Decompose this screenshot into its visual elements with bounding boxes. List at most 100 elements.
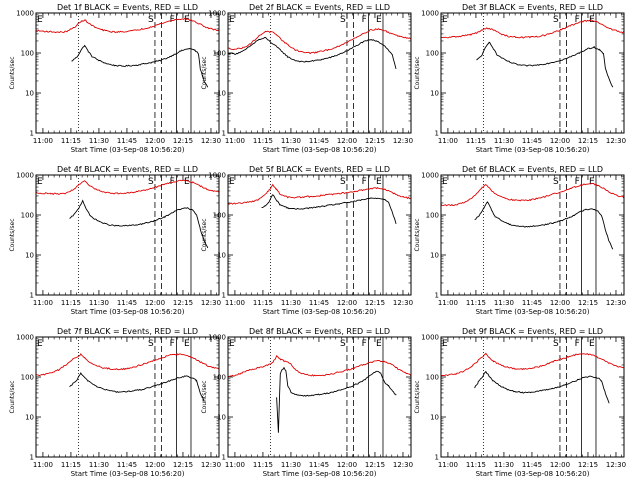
x-axis-label: Start Time (03-Sep-08 10:56:20) [71,308,185,316]
x-axis-label: Start Time (03-Sep-08 10:56:20) [71,470,185,478]
x-tick-label: 11:30 [494,461,514,469]
y-tick-label: 1000 [208,334,226,342]
x-tick-label: 12:00 [337,461,357,469]
y-tick-label: 1000 [208,10,226,18]
y-tick-label: 100 [213,50,226,58]
x-tick-label: 12:30 [393,299,413,307]
y-tick-label: 1 [435,292,439,300]
x-tick-label: 11:45 [117,461,137,469]
x-tick-label: 11:45 [117,137,137,145]
y-axis-label: Counts/sec [201,218,208,251]
events-series-line [228,36,397,70]
y-tick-label: 100 [426,212,439,220]
y-tick-label: 1000 [421,10,439,18]
time-marker-label: E [442,15,448,25]
chart-title: Det 8f BLACK = Events, RED = LLD [249,327,390,336]
x-tick-label: 11:30 [281,137,301,145]
time-marker-label: F [362,15,367,25]
time-marker-label: E [589,339,595,349]
x-tick-label: 11:15 [61,299,81,307]
plot-frame [35,336,220,458]
time-marker-label: E [442,177,448,187]
plot-frame [227,174,412,296]
x-tick-label: 11:30 [89,461,109,469]
y-tick-label: 1 [435,454,439,462]
x-tick-label: 12:15 [578,137,598,145]
events-series-line [69,372,205,402]
x-tick-label: 12:15 [365,137,385,145]
time-marker-label: F [575,15,580,25]
x-tick-label: 11:00 [225,299,245,307]
x-tick-label: 12:00 [550,461,570,469]
y-tick-label: 1000 [16,334,34,342]
y-axis-label: Counts/sec [201,56,208,89]
lld-series-line [228,355,411,378]
events-series-line [69,199,209,249]
x-axis-label: Start Time (03-Sep-08 10:56:20) [476,146,590,154]
lld-series-line [36,17,219,34]
x-tick-label: 11:00 [438,137,458,145]
plot-frame [35,12,220,134]
x-tick-label: 11:15 [466,299,486,307]
x-tick-label: 11:15 [253,299,273,307]
x-tick-label: 11:00 [225,137,245,145]
x-axis-label: Start Time (03-Sep-08 10:56:20) [263,308,377,316]
x-tick-label: 12:00 [337,137,357,145]
y-tick-label: 100 [21,212,34,220]
y-tick-label: 10 [217,90,226,98]
chart-panel-3: Det 3f BLACK = Events, RED = LLD Counts/s… [414,3,626,154]
y-tick-label: 10 [217,252,226,260]
plot-frame [440,336,625,458]
time-marker-label: S [340,15,346,25]
time-marker-label: S [148,15,154,25]
y-tick-label: 1 [222,292,226,300]
x-tick-label: 12:15 [173,461,193,469]
x-tick-label: 11:30 [89,137,109,145]
x-tick-label: 11:00 [33,461,53,469]
x-axis-label: Start Time (03-Sep-08 10:56:20) [263,146,377,154]
events-series-line [474,201,614,250]
y-tick-label: 10 [217,414,226,422]
x-tick-label: 12:15 [365,299,385,307]
time-marker-label: E [184,177,190,187]
time-marker-label: E [184,15,190,25]
x-tick-label: 11:45 [522,137,542,145]
chart-title: Det 1f BLACK = Events, RED = LLD [57,3,198,12]
time-marker-label: S [148,177,154,187]
chart-panel-2: Det 2f BLACK = Events, RED = LLD Counts/s… [201,3,413,154]
events-series-line [261,194,397,225]
x-tick-label: 11:45 [117,299,137,307]
y-axis-label: Counts/sec [9,380,16,413]
time-marker-label: E [37,177,43,187]
plot-frame [440,12,625,134]
chart-panel-7: Det 7f BLACK = Events, RED = LLD Counts/s… [9,327,221,478]
time-marker-label: F [170,177,175,187]
x-tick-label: 12:00 [550,299,570,307]
time-marker-label: E [184,339,190,349]
y-tick-label: 100 [21,374,34,382]
lld-series-line [441,19,624,39]
y-tick-label: 1000 [208,172,226,180]
y-axis-label: Counts/sec [414,380,421,413]
x-axis-label: Start Time (03-Sep-08 10:56:20) [263,470,377,478]
x-tick-label: 11:30 [494,137,514,145]
time-marker-label: E [589,177,595,187]
x-tick-label: 11:30 [494,299,514,307]
chart-title: Det 7f BLACK = Events, RED = LLD [57,327,198,336]
plot-frame [227,12,412,134]
x-axis-label: Start Time (03-Sep-08 10:56:20) [476,308,590,316]
x-tick-label: 12:00 [145,137,165,145]
lld-series-line [228,28,411,55]
y-tick-label: 1 [222,454,226,462]
events-series-line [476,41,614,88]
events-series-line [474,370,610,404]
y-tick-label: 1 [435,130,439,138]
x-tick-label: 12:30 [393,461,413,469]
x-tick-label: 11:15 [466,137,486,145]
y-tick-label: 1000 [16,10,34,18]
y-tick-label: 1000 [16,172,34,180]
x-tick-label: 11:15 [253,461,273,469]
x-tick-label: 12:00 [145,299,165,307]
time-marker-label: F [362,339,367,349]
